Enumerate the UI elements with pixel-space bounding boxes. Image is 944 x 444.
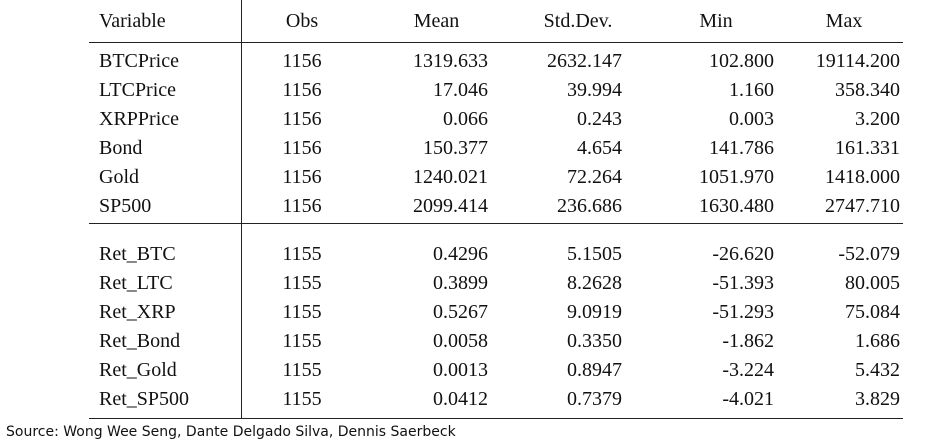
cell-min: 0.003 [729, 108, 774, 130]
cell-mean: 150.377 [423, 137, 488, 159]
cell-mean: 0.5267 [433, 301, 488, 323]
variable-column-divider [241, 0, 242, 418]
cell-max: 3.200 [855, 108, 900, 130]
cell-obs: 1156 [282, 79, 322, 101]
cell-variable: Ret_BTC [99, 243, 176, 265]
cell-variable: XRPPrice [99, 108, 179, 130]
cell-obs: 1155 [282, 243, 322, 265]
cell-variable: Ret_LTC [99, 272, 173, 294]
cell-std-dev: 0.7379 [567, 388, 622, 410]
cell-mean: 1240.021 [413, 166, 488, 188]
cell-obs: 1156 [282, 137, 322, 159]
cell-min: -51.393 [712, 272, 774, 294]
cell-max: 75.084 [845, 301, 900, 323]
table-row: Gold 1156 1240.021 72.264 1051.970 1418.000 [89, 163, 903, 192]
cell-mean: 1319.633 [413, 50, 488, 72]
cell-obs: 1156 [282, 195, 322, 217]
table-row: LTCPrice 1156 17.046 39.994 1.160 358.340 [89, 76, 903, 105]
cell-min: -1.862 [722, 330, 774, 352]
cell-obs: 1155 [282, 272, 322, 294]
source-note: Source: Wong Wee Seng, Dante Delgado Sil… [6, 424, 456, 440]
cell-variable: Ret_SP500 [99, 388, 190, 410]
cell-mean: 0.3899 [433, 272, 488, 294]
cell-max: 161.331 [835, 137, 900, 159]
table-header-row: Variable Obs Mean Std.Dev. Min Max [89, 0, 903, 42]
table-row: Ret_Bond 1155 0.0058 0.3350 -1.862 1.686 [89, 327, 903, 356]
cell-min: 1630.480 [699, 195, 774, 217]
cell-std-dev: 0.243 [577, 108, 622, 130]
header-max: Max [825, 10, 863, 32]
cell-mean: 0.0412 [433, 388, 488, 410]
cell-mean: 0.066 [443, 108, 488, 130]
header-std-dev: Std.Dev. [543, 10, 613, 32]
cell-std-dev: 72.264 [567, 166, 622, 188]
cell-min: -4.021 [722, 388, 774, 410]
cell-max: 2747.710 [825, 195, 900, 217]
cell-mean: 0.0013 [433, 359, 488, 381]
table-row: Ret_Gold 1155 0.0013 0.8947 -3.224 5.432 [89, 356, 903, 385]
cell-min: -51.293 [712, 301, 774, 323]
header-rule [89, 42, 903, 43]
price-levels-block: BTCPrice 1156 1319.633 2632.147 102.800 19114… [89, 47, 903, 221]
cell-variable: LTCPrice [99, 79, 177, 101]
table-row: SP500 1156 2099.414 236.686 1630.480 2747.710 [89, 192, 903, 221]
cell-max: 3.829 [855, 388, 900, 410]
cell-std-dev: 236.686 [557, 195, 622, 217]
cell-variable: SP500 [99, 195, 152, 217]
cell-variable: Ret_Gold [99, 359, 177, 381]
cell-std-dev: 0.8947 [567, 359, 622, 381]
table-row: Ret_XRP 1155 0.5267 9.0919 -51.293 75.084 [89, 298, 903, 327]
cell-obs: 1156 [282, 50, 322, 72]
table-row: Ret_SP500 1155 0.0412 0.7379 -4.021 3.829 [89, 385, 903, 414]
returns-block: Ret_BTC 1155 0.4296 5.1505 -26.620 -52.079 Ret… [89, 240, 903, 414]
cell-std-dev: 9.0919 [567, 301, 622, 323]
cell-max: 358.340 [835, 79, 900, 101]
cell-obs: 1155 [282, 330, 322, 352]
header-min: Min [699, 10, 733, 32]
cell-max: 80.005 [845, 272, 900, 294]
cell-mean: 0.0058 [433, 330, 488, 352]
cell-max: 1418.000 [825, 166, 900, 188]
cell-min: 141.786 [709, 137, 774, 159]
cell-variable: Ret_Bond [99, 330, 181, 352]
table-row: Ret_BTC 1155 0.4296 5.1505 -26.620 -52.079 [89, 240, 903, 269]
cell-max: 5.432 [855, 359, 900, 381]
cell-mean: 2099.414 [413, 195, 488, 217]
cell-mean: 17.046 [433, 79, 488, 101]
cell-obs: 1156 [282, 108, 322, 130]
stats-table: Variable Obs Mean Std.Dev. Min Max [89, 0, 903, 42]
cell-min: -3.224 [722, 359, 774, 381]
table-row: BTCPrice 1156 1319.633 2632.147 102.800 19114… [89, 47, 903, 76]
cell-min: 102.800 [709, 50, 774, 72]
header-mean: Mean [413, 10, 460, 32]
cell-max: 19114.200 [815, 50, 900, 72]
cell-obs: 1155 [282, 359, 322, 381]
bottom-rule [89, 418, 903, 419]
table-row: Bond 1156 150.377 4.654 141.786 161.331 [89, 134, 903, 163]
cell-std-dev: 0.3350 [567, 330, 622, 352]
cell-std-dev: 39.994 [567, 79, 622, 101]
table-row: XRPPrice 1156 0.066 0.243 0.003 3.200 [89, 105, 903, 134]
cell-variable: BTCPrice [99, 50, 179, 72]
cell-variable: Ret_XRP [99, 301, 176, 323]
cell-std-dev: 8.2628 [567, 272, 622, 294]
cell-obs: 1155 [282, 388, 322, 410]
cell-min: -26.620 [712, 243, 774, 265]
cell-max: 1.686 [855, 330, 900, 352]
cell-variable: Gold [99, 166, 139, 188]
header-obs: Obs [285, 10, 319, 32]
cell-obs: 1156 [282, 166, 322, 188]
table-row: Ret_LTC 1155 0.3899 8.2628 -51.393 80.005 [89, 269, 903, 298]
header-variable: Variable [99, 10, 166, 32]
cell-min: 1.160 [729, 79, 774, 101]
cell-std-dev: 5.1505 [567, 243, 622, 265]
cell-std-dev: 4.654 [577, 137, 622, 159]
cell-obs: 1155 [282, 301, 322, 323]
cell-mean: 0.4296 [433, 243, 488, 265]
cell-std-dev: 2632.147 [547, 50, 622, 72]
group-separator-rule [89, 223, 903, 224]
cell-max: -52.079 [838, 243, 900, 265]
cell-min: 1051.970 [699, 166, 774, 188]
cell-variable: Bond [99, 137, 143, 159]
